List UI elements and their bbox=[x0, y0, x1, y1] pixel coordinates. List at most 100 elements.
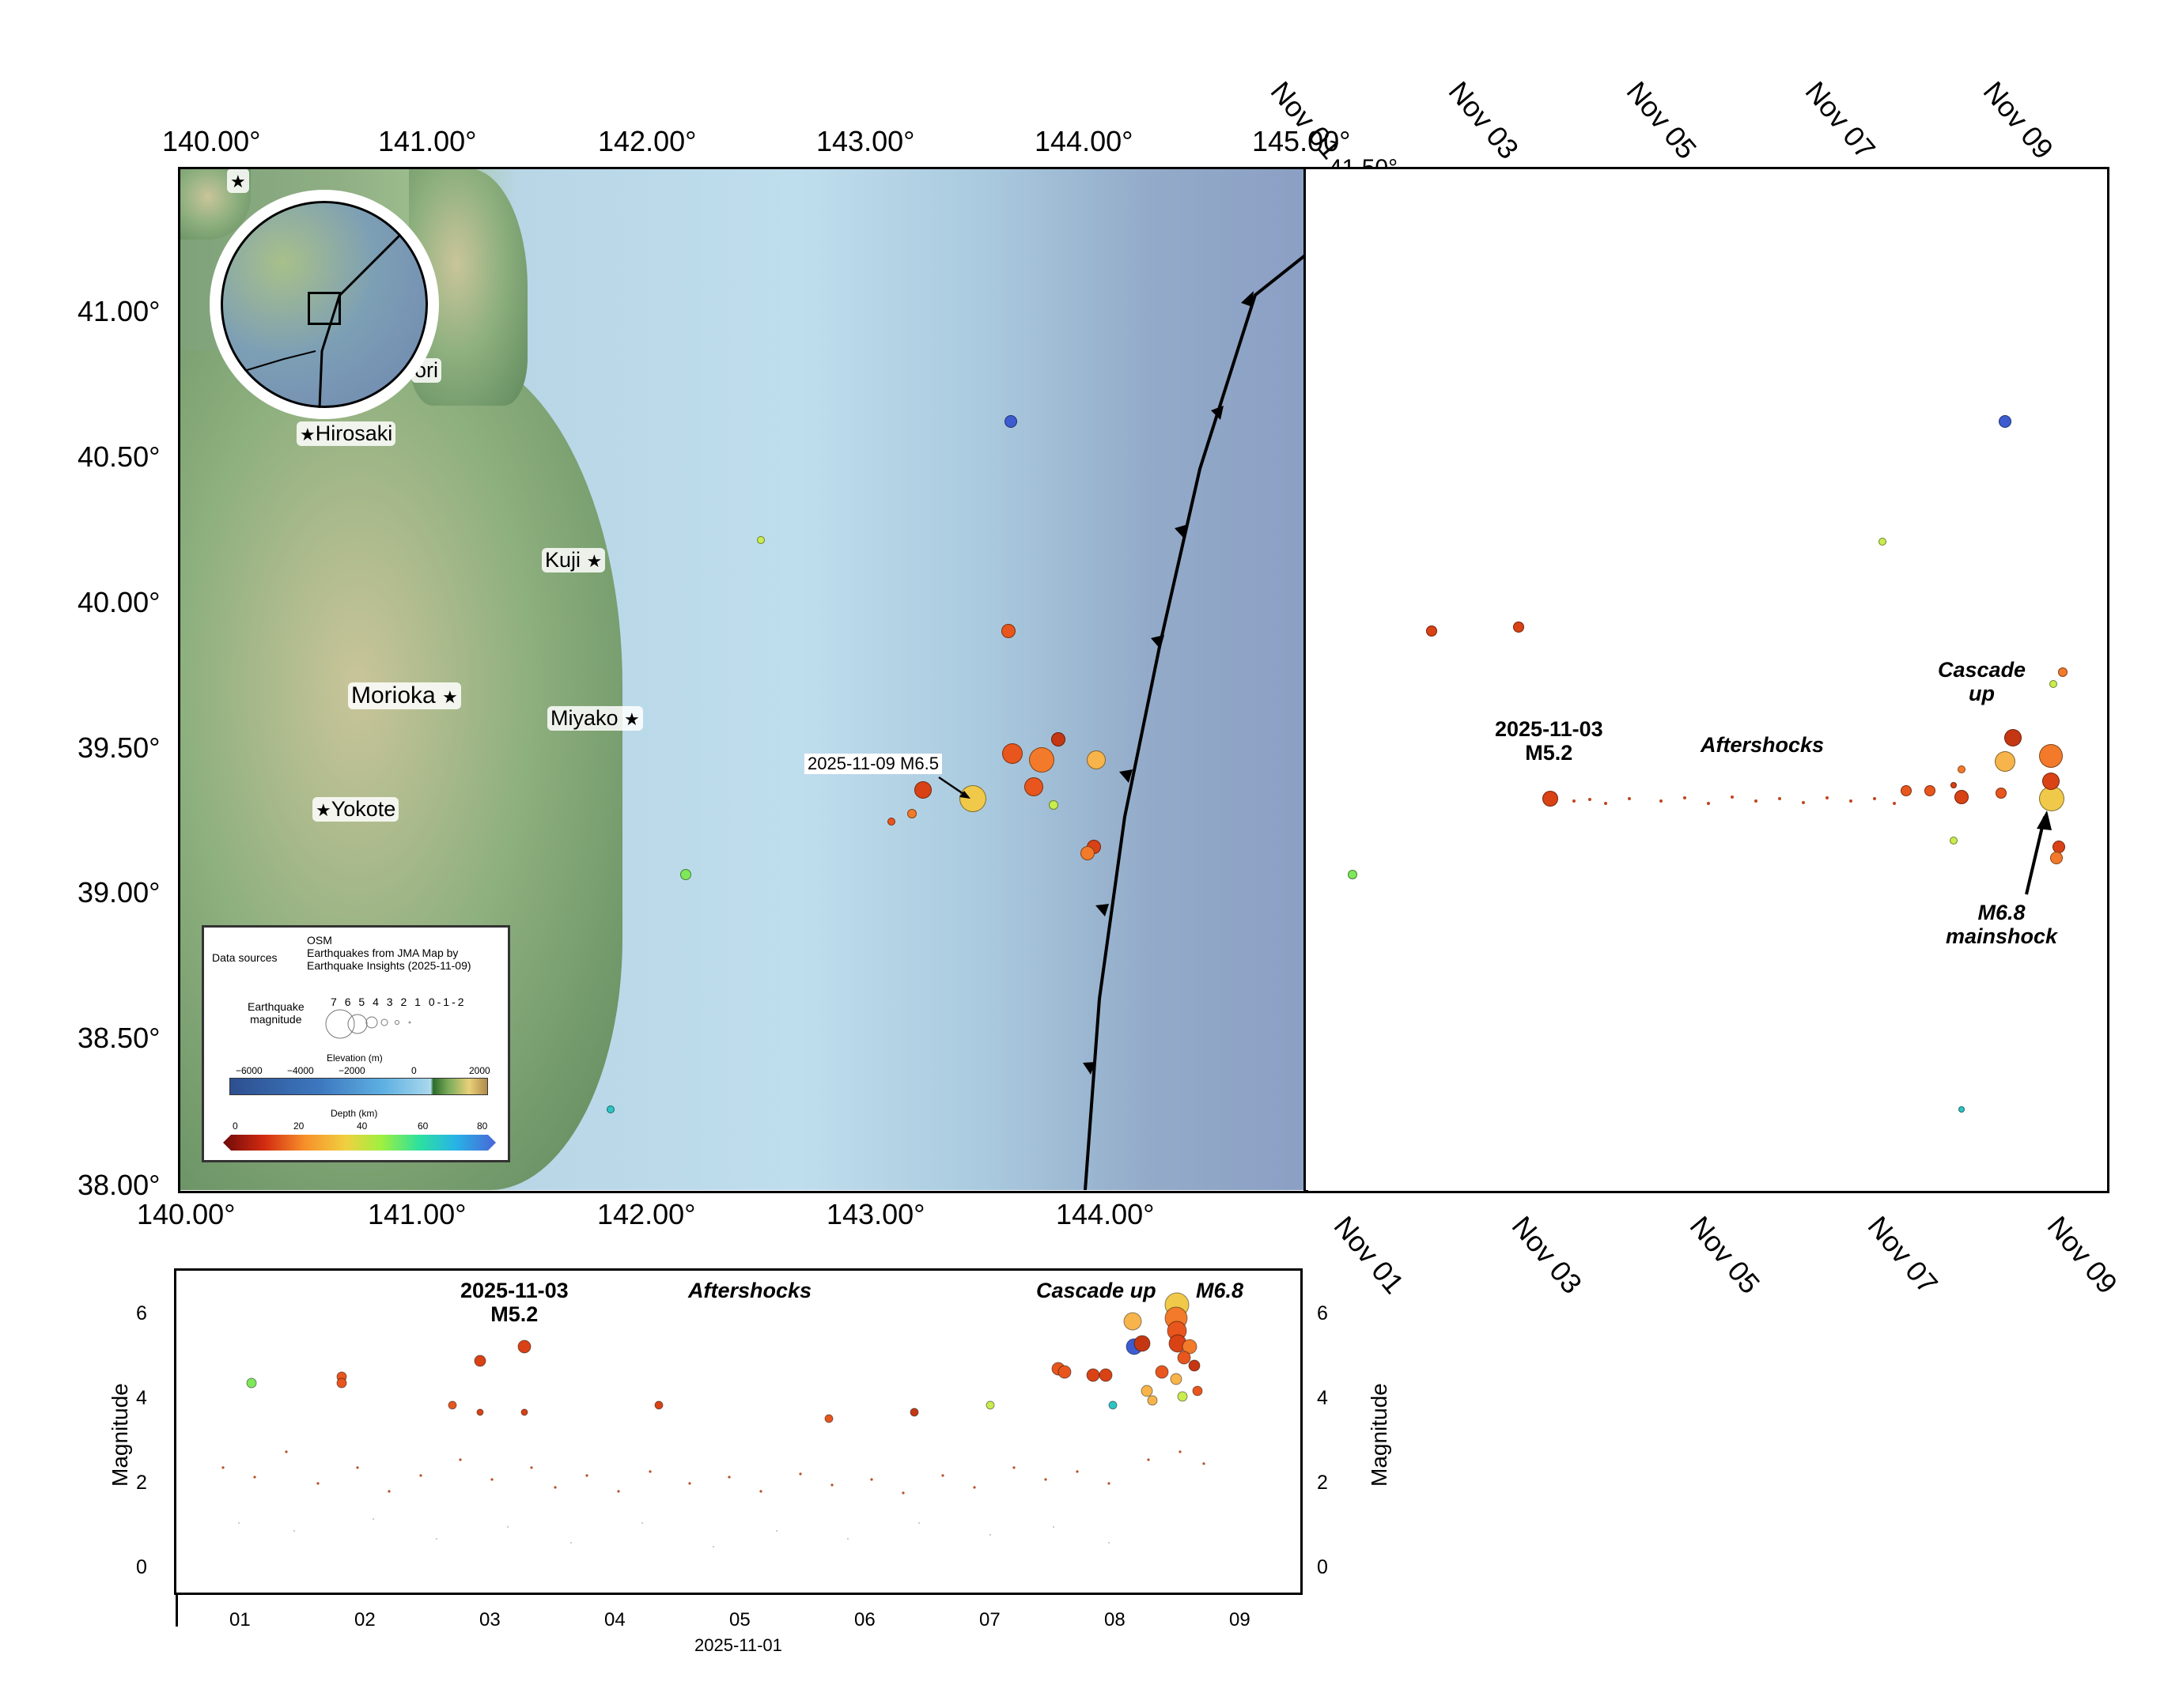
quake-marker[interactable] bbox=[1087, 750, 1106, 769]
time-top-tick: Nov 03 bbox=[1442, 75, 1526, 165]
mag-y-tick-right: 6 bbox=[1317, 1302, 1328, 1324]
map-partial-label: 41.50° bbox=[1329, 155, 1398, 168]
mag-x-tick: 02 bbox=[354, 1609, 376, 1631]
latitude-time-panel: 2025-11-03 M5.2 Aftershocks Cascade up M6.… bbox=[1305, 168, 2108, 1190]
annotation-aftershocks: Aftershocks bbox=[688, 1279, 812, 1302]
quake-marker[interactable] bbox=[1995, 751, 2015, 772]
mag-x-tick: 06 bbox=[854, 1609, 876, 1631]
annotation-foreshock: 2025-11-03 M5.2 bbox=[460, 1279, 569, 1326]
map-y-tick: 39.50° bbox=[78, 731, 161, 764]
quake-marker[interactable] bbox=[2058, 667, 2068, 677]
mag-x-tick: 04 bbox=[604, 1609, 626, 1631]
latitude-time-frame bbox=[1303, 167, 2109, 1193]
quake-marker[interactable] bbox=[1513, 622, 1524, 633]
quake-marker[interactable] bbox=[1001, 624, 1016, 638]
map-y-tick: 40.50° bbox=[78, 440, 161, 473]
legend-depth-tick: 80 bbox=[477, 1120, 488, 1132]
quake-marker[interactable] bbox=[1878, 538, 1886, 546]
legend-source-line: Earthquake Insights (2025-11-09) bbox=[307, 959, 471, 972]
mag-y-tick-right: 0 bbox=[1317, 1556, 1328, 1578]
city-star-icon: ★ bbox=[316, 800, 331, 820]
mag-x-tick: 01 bbox=[229, 1609, 251, 1631]
map-annotation-label: 2025-11-09 M6.5 bbox=[804, 754, 942, 774]
mag-y-tick-left: 2 bbox=[136, 1472, 147, 1494]
legend-depth-tick: 40 bbox=[357, 1120, 368, 1132]
time-bottom-tick: Nov 05 bbox=[1683, 1210, 1767, 1300]
quake-marker[interactable] bbox=[1051, 732, 1065, 746]
time-top-tick: Nov 05 bbox=[1620, 75, 1704, 165]
time-bottom-tick: Nov 07 bbox=[1861, 1210, 1945, 1300]
quake-mainshock[interactable] bbox=[959, 785, 986, 812]
quake-deep[interactable] bbox=[1004, 415, 1017, 428]
quake-marker[interactable] bbox=[1958, 765, 1965, 773]
japan-trench-line bbox=[1083, 254, 1305, 1190]
quake-marker[interactable] bbox=[1049, 800, 1058, 810]
map-x-tick-bottom: 140.00° bbox=[137, 1198, 236, 1230]
quake-marker[interactable] bbox=[1029, 747, 1054, 773]
quake-marker[interactable] bbox=[2004, 729, 2022, 746]
quake-marker[interactable] bbox=[1348, 870, 1357, 879]
quake-marker[interactable] bbox=[1426, 625, 1437, 637]
mainshock-arrow bbox=[2025, 811, 2052, 895]
legend-elevation-tick: −4000 bbox=[287, 1065, 314, 1076]
legend-depth-tick: 0 bbox=[233, 1120, 238, 1132]
quake-marker[interactable] bbox=[887, 818, 895, 826]
city-star-icon: ★ bbox=[300, 425, 316, 444]
quake-marker[interactable] bbox=[907, 809, 917, 818]
quake-marker[interactable] bbox=[680, 869, 691, 880]
annotation-mainshock: M6.8 mainshock bbox=[1946, 901, 2058, 948]
annotation-aftershocks: Aftershocks bbox=[1701, 733, 1825, 757]
magnitude-scatter bbox=[221, 1292, 1205, 1547]
mag-x-tick: 09 bbox=[1229, 1609, 1250, 1631]
magnitude-time-frame bbox=[174, 1268, 1303, 1595]
city-label-kuji: Kuji ★ bbox=[542, 548, 606, 572]
map-y-tick: 40.00° bbox=[78, 586, 161, 618]
quake-marker[interactable] bbox=[1954, 790, 1969, 804]
quake-marker[interactable] bbox=[1996, 788, 2007, 799]
latitude-time-aftershock-band bbox=[1572, 795, 1896, 805]
mag-x-tick: 08 bbox=[1104, 1609, 1126, 1631]
annotation-cascade-up: Cascade up bbox=[1938, 658, 2026, 705]
quake-deep[interactable] bbox=[1999, 415, 2011, 428]
inset-extent-box bbox=[308, 292, 341, 325]
annotation-mainshock: M6.8 bbox=[1196, 1279, 1244, 1302]
quake-marker[interactable] bbox=[2039, 744, 2063, 768]
time-bottom-tick: Nov 09 bbox=[2041, 1210, 2124, 1300]
quake-marker[interactable] bbox=[1002, 743, 1023, 764]
quake-mainshock[interactable] bbox=[2039, 786, 2064, 811]
quake-marker[interactable] bbox=[1542, 791, 1558, 807]
quake-marker[interactable] bbox=[1901, 785, 1912, 796]
quake-marker[interactable] bbox=[1958, 1106, 1965, 1113]
map-x-tick-bottom: 144.00° bbox=[1056, 1198, 1155, 1230]
map-x-tick-bottom: 142.00° bbox=[597, 1198, 696, 1230]
city-star-icon: ★ bbox=[624, 709, 640, 729]
quake-marker[interactable] bbox=[607, 1105, 615, 1113]
legend-magnitude-label: Earthquake magnitude bbox=[248, 1000, 305, 1026]
time-top-tick: Nov 07 bbox=[1799, 75, 1882, 165]
quake-marker[interactable] bbox=[1950, 782, 1957, 788]
map-x-tick-top: 143.00° bbox=[816, 125, 915, 157]
mag-y-tick-right: 2 bbox=[1317, 1472, 1328, 1494]
quake-marker[interactable] bbox=[1080, 846, 1095, 860]
quake-marker[interactable] bbox=[914, 781, 932, 799]
city-star-icon: ★ bbox=[230, 172, 246, 191]
quake-marker[interactable] bbox=[1924, 785, 1935, 796]
legend-data-sources-label: Data sources bbox=[212, 951, 278, 964]
legend-depth-title: Depth (km) bbox=[331, 1108, 378, 1119]
legend-magnitude-values: 7 6 5 4 3 2 1 0-1-2 bbox=[331, 996, 467, 1008]
quake-marker[interactable] bbox=[1024, 777, 1043, 796]
quake-marker[interactable] bbox=[2050, 852, 2063, 864]
map-x-tick-top: 140.00° bbox=[162, 125, 261, 157]
quake-marker[interactable] bbox=[2042, 773, 2060, 790]
map-frame bbox=[178, 167, 1308, 1193]
annotation-foreshock: 2025-11-03 M5.2 bbox=[1495, 717, 1603, 765]
time-bottom-tick: Nov 03 bbox=[1505, 1210, 1589, 1300]
mag-x-tick: 05 bbox=[729, 1609, 751, 1631]
quake-marker[interactable] bbox=[757, 536, 765, 544]
legend-source-line: OSM bbox=[307, 934, 332, 947]
magnitude-ylabel-right: Magnitude bbox=[1367, 1383, 1391, 1487]
quake-marker[interactable] bbox=[2049, 680, 2057, 688]
magnitude-time-panel: 2025-11-03 M5.2 Aftershocks Cascade up M6… bbox=[176, 1270, 1301, 1593]
magnitude-ylabel-left: Magnitude bbox=[108, 1383, 132, 1487]
quake-marker[interactable] bbox=[1950, 837, 1958, 845]
